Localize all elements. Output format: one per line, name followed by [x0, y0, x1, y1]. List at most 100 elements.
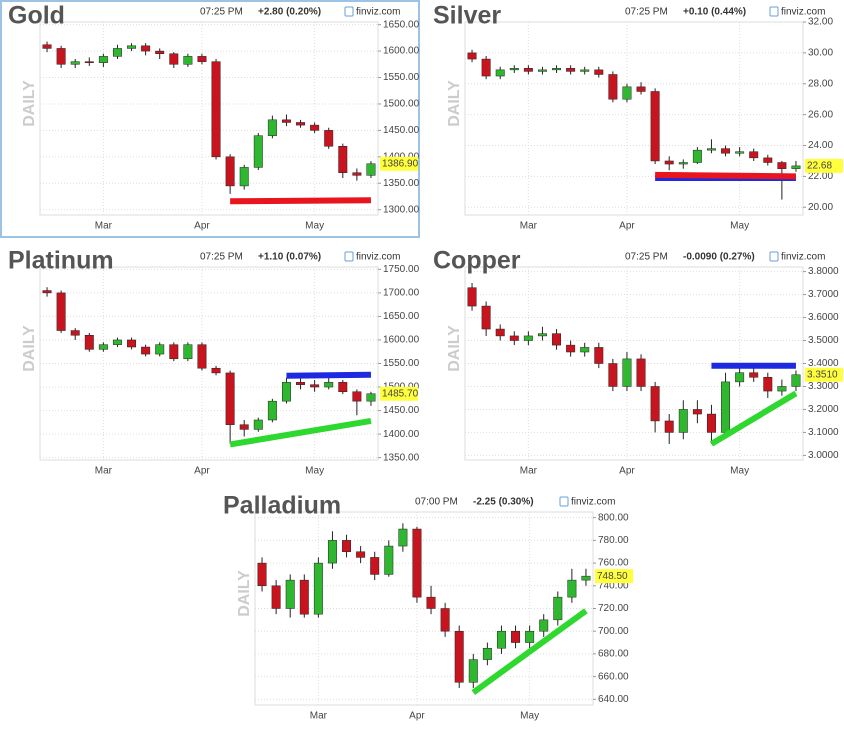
- y-tick-label: 22.00: [808, 171, 833, 182]
- candle-body: [225, 372, 235, 425]
- x-tick-label: Mar: [520, 221, 538, 232]
- candle-body: [678, 162, 688, 165]
- candle-body: [169, 53, 179, 65]
- candle-body: [777, 162, 787, 169]
- y-tick-label: 680.00: [598, 649, 629, 660]
- candle-body: [567, 579, 577, 598]
- y-tick-label: 1450.00: [383, 405, 420, 416]
- y-tick-label: 720.00: [598, 603, 629, 614]
- y-tick-label: 740.00: [598, 580, 629, 591]
- candle-body: [281, 382, 291, 402]
- candle-body: [553, 596, 563, 621]
- last-price-box: [595, 569, 633, 584]
- candle-body: [98, 344, 108, 350]
- candle-body: [664, 420, 674, 433]
- candle-body: [467, 52, 477, 60]
- candle-body: [481, 58, 491, 77]
- candle-body: [324, 382, 334, 388]
- candle-body: [141, 346, 151, 355]
- y-tick-label: 30.00: [808, 48, 833, 59]
- plot-area: [464, 21, 804, 216]
- source-label: finviz.com: [781, 252, 825, 263]
- candle-body: [622, 358, 632, 387]
- candle-body: [183, 344, 193, 360]
- candle-body: [296, 122, 306, 126]
- candle-body: [197, 344, 207, 369]
- candle-body: [678, 409, 688, 433]
- candle-body: [313, 562, 323, 615]
- candle-body: [299, 579, 309, 615]
- candle-body: [56, 292, 66, 331]
- candle-body: [239, 167, 249, 187]
- candle-body: [127, 339, 137, 348]
- chart-title: Copper: [433, 247, 521, 275]
- candle-body: [112, 339, 122, 345]
- last-price-label: 1386.90: [382, 158, 419, 169]
- y-tick-label: 660.00: [598, 671, 629, 682]
- y-tick-label: 1650.00: [383, 19, 420, 30]
- candle-body: [310, 384, 320, 388]
- y-tick-label: 3.1000: [808, 427, 839, 438]
- chart-title: Silver: [433, 2, 501, 30]
- candle-body: [581, 575, 591, 581]
- candle-body: [692, 149, 702, 163]
- candle-body: [749, 372, 759, 378]
- candle-body: [183, 56, 193, 65]
- x-tick-label: Mar: [95, 466, 113, 477]
- last-price-label: 3.3510: [807, 369, 838, 380]
- candle-body: [539, 619, 549, 632]
- y-tick-label: 3.4000: [808, 358, 839, 369]
- source-label: finviz.com: [356, 252, 400, 263]
- trend-line: [229, 417, 372, 448]
- candle-body: [253, 135, 263, 168]
- last-price-box: [380, 156, 418, 171]
- trend-line: [471, 608, 588, 695]
- x-tick-label: May: [305, 221, 324, 232]
- x-tick-label: Apr: [194, 466, 210, 477]
- candle-body: [706, 148, 716, 151]
- candle-body: [495, 69, 505, 77]
- candle-body: [509, 335, 519, 341]
- candle-body: [650, 386, 660, 422]
- candle-body: [721, 148, 731, 154]
- candle-body: [467, 287, 477, 307]
- y-axis-label: DAILY: [236, 570, 253, 617]
- candle-body: [338, 382, 348, 392]
- candle-body: [112, 48, 122, 57]
- y-tick-label: 1600.00: [383, 46, 420, 57]
- candle-body: [552, 68, 562, 71]
- candle-body: [650, 91, 660, 162]
- y-tick-label: 3.3000: [808, 381, 839, 392]
- candle-body: [495, 328, 505, 337]
- candle-body: [281, 119, 291, 123]
- candle-body: [211, 61, 221, 158]
- y-tick-label: 3.6000: [808, 312, 839, 323]
- candle-body: [366, 163, 376, 176]
- x-tick-label: May: [305, 466, 324, 477]
- y-tick-label: 1600.00: [383, 335, 420, 346]
- x-tick-label: Apr: [194, 221, 210, 232]
- candle-body: [791, 374, 801, 387]
- y-axis-label: DAILY: [21, 325, 38, 372]
- candle-body: [155, 344, 165, 355]
- y-tick-label: 1750.00: [383, 264, 420, 275]
- candle-body: [267, 400, 277, 421]
- candle-body: [636, 358, 646, 387]
- candle-body: [664, 160, 674, 165]
- x-tick-label: May: [520, 711, 539, 722]
- candle-body: [552, 333, 562, 346]
- candle-body: [42, 290, 52, 294]
- change-label: +0.10 (0.44%): [683, 7, 746, 18]
- y-tick-label: 3.2000: [808, 404, 839, 415]
- x-tick-label: Apr: [619, 466, 635, 477]
- candle-body: [426, 596, 436, 609]
- candle-body: [271, 585, 281, 609]
- last-price-label: 748.50: [597, 571, 628, 582]
- candle-body: [327, 540, 337, 564]
- candle-body: [267, 119, 277, 136]
- candle-body: [537, 333, 547, 337]
- candle-body: [523, 335, 533, 341]
- candle-body: [763, 377, 773, 392]
- source-icon: [344, 251, 354, 262]
